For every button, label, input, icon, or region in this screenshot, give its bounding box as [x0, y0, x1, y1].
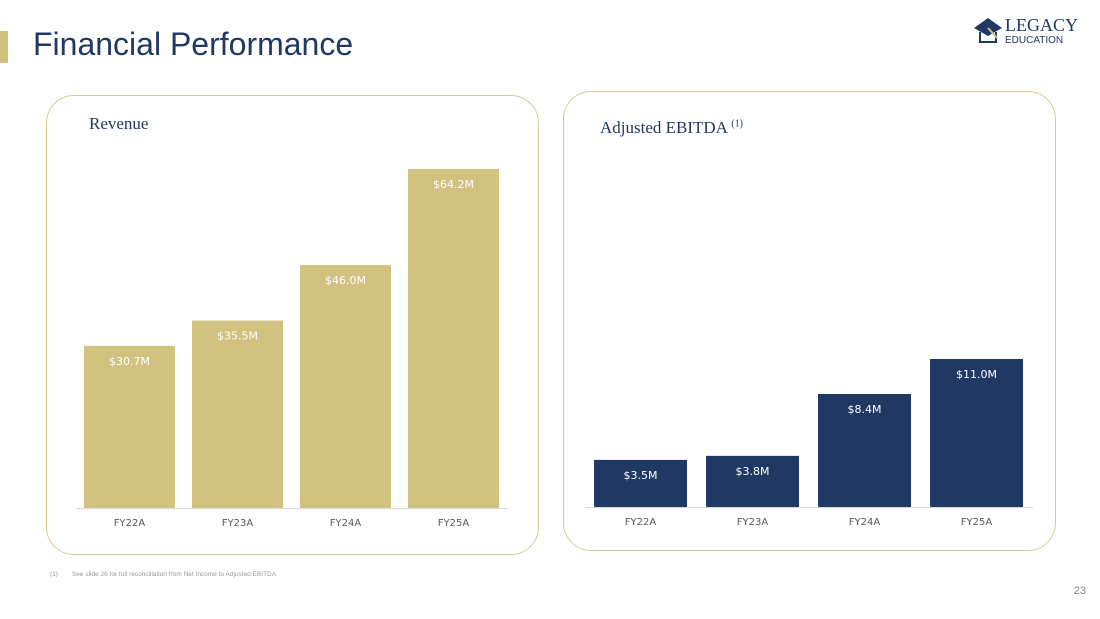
data-label: $11.0M [956, 368, 997, 381]
bar-fy25a [930, 359, 1023, 507]
x-tick-label: FY25A [961, 517, 993, 528]
x-tick-label: FY22A [114, 518, 146, 529]
revenue-chart-title: Revenue [89, 114, 149, 133]
x-tick-label: FY23A [737, 517, 769, 528]
data-label: $30.7M [109, 355, 150, 368]
page-number: 23 [1073, 585, 1086, 597]
footnote-marker: (1) [50, 571, 58, 578]
ebitda-title-text: Adjusted EBITDA [600, 118, 728, 137]
data-label: $3.5M [624, 469, 658, 482]
bar-fy22a [594, 459, 687, 507]
bar-fy23a [192, 320, 283, 508]
bar-fy24a [300, 265, 391, 508]
x-tick-label: FY23A [222, 518, 254, 529]
footnote-text: See slide 26 for full reconciliation fro… [71, 571, 277, 578]
data-label: $3.8M [736, 465, 770, 478]
x-tick-label: FY24A [849, 517, 881, 528]
x-tick-label: FY25A [438, 518, 470, 529]
ebitda-chart-title: Adjusted EBITDA (1) [600, 118, 743, 138]
ebitda-panel [563, 91, 1056, 551]
data-label: $35.5M [217, 330, 258, 343]
bar-fy22a [84, 345, 175, 508]
bar-fy25a [408, 169, 499, 508]
ebitda-title-footnote: (1) [731, 118, 743, 130]
revenue-panel [46, 95, 539, 555]
legacy-education-logo: LEGACY EDUCATION [974, 15, 1078, 46]
data-label: $8.4M [848, 403, 882, 416]
x-tick-label: FY24A [330, 518, 362, 529]
data-label: $64.2M [433, 178, 474, 191]
data-label: $46.0M [325, 274, 366, 287]
svg-text:LEGACY: LEGACY [1005, 15, 1078, 35]
x-tick-label: FY22A [625, 517, 657, 528]
footnote: (1) See slide 26 for full reconciliation … [50, 571, 290, 578]
title-accent-bar [0, 31, 8, 63]
bar-fy23a [706, 455, 799, 507]
bar-fy24a [818, 393, 911, 507]
svg-text:EDUCATION: EDUCATION [1005, 35, 1063, 46]
page-title: Financial Performance [33, 26, 354, 62]
